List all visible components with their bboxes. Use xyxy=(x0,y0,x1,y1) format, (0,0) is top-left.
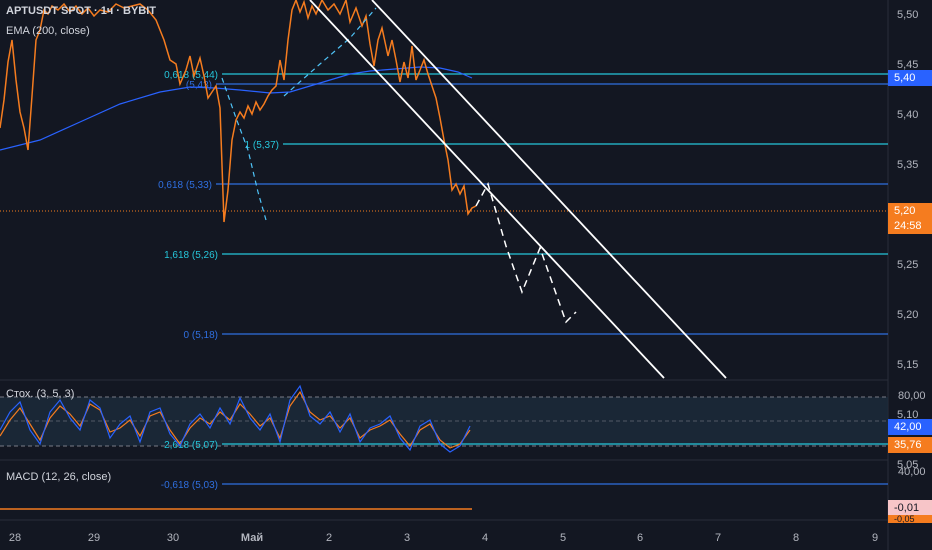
fib-level-label: -0,618 (5,03) xyxy=(161,480,218,491)
price-tick-label: 5,15 xyxy=(897,359,918,371)
price-line xyxy=(0,0,477,223)
fib-level-label: 0,618 (5,44) xyxy=(164,70,218,81)
fib-level-label: (5,43) xyxy=(186,80,212,91)
channel-line-lower xyxy=(309,0,665,379)
time-tick-label: 29 xyxy=(88,532,100,544)
price-tick-label: 5,40 xyxy=(897,109,918,121)
price-tick-label: 5,50 xyxy=(897,9,918,21)
time-tick-label: 30 xyxy=(167,532,179,544)
macd-legend[interactable]: MACD (12, 26, close) xyxy=(6,471,112,483)
fib-level-label: 0 (5,18) xyxy=(184,330,218,341)
time-tick-label: 6 xyxy=(637,532,643,544)
fib-level-label: 1 (5,37) xyxy=(245,140,279,151)
price-tick-label: 5,20 xyxy=(897,309,918,321)
price-tick-label: 5,45 xyxy=(897,59,918,71)
time-tick-label: 7 xyxy=(715,532,721,544)
stoch-d-tag: 35,76 xyxy=(888,437,932,453)
time-tick-label: 5 xyxy=(560,532,566,544)
macd-axis-40: 40,00 xyxy=(898,466,926,478)
price-tick-label: 5,10 xyxy=(897,409,918,421)
fib-level-label: 2,618 (5,07) xyxy=(164,440,218,451)
time-tick-label: 3 xyxy=(404,532,410,544)
channel-line-upper xyxy=(371,0,727,379)
projection-down xyxy=(475,182,577,324)
time-tick-label: 2 xyxy=(326,532,332,544)
macd-signal-tag: -0,05 xyxy=(888,515,932,523)
countdown-tag: 24:58 xyxy=(888,218,932,234)
time-tick-label: 28 xyxy=(9,532,21,544)
stoch-k-line xyxy=(0,384,471,453)
time-tick-label: 4 xyxy=(482,532,488,544)
time-tick-label: 9 xyxy=(872,532,878,544)
macd-value-tag: -0,01 xyxy=(888,500,932,515)
price-tick-label: 5,05 xyxy=(897,459,918,471)
fib-level-label: 0,618 (5,33) xyxy=(158,180,212,191)
time-tick-label: Май xyxy=(241,532,263,544)
current-price-tag: 5,20 xyxy=(888,203,932,219)
symbol-legend[interactable]: APTUSDT SPOT · 1ч · BYBIT xyxy=(6,5,157,17)
time-tick-label: 8 xyxy=(793,532,799,544)
ema-price-tag: 5,40 xyxy=(888,70,932,86)
stoch-axis-80: 80,00 xyxy=(898,390,926,402)
price-tick-label: 5,25 xyxy=(897,259,918,271)
projection-left xyxy=(221,77,267,221)
ema-legend[interactable]: EMA (200, close) xyxy=(6,25,90,37)
stoch-legend[interactable]: Стох. (3, 5, 3) xyxy=(6,388,75,400)
stoch-k-tag: 42,00 xyxy=(888,419,932,435)
price-tick-label: 5,35 xyxy=(897,159,918,171)
ema-line xyxy=(0,66,473,151)
fib-level-label: 1,618 (5,26) xyxy=(164,250,218,261)
